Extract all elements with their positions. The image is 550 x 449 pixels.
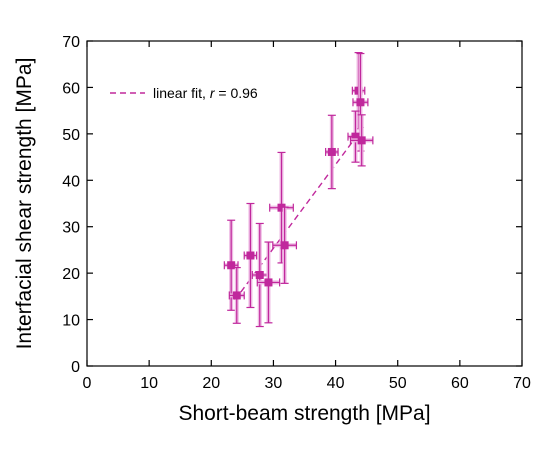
data-marker	[227, 261, 236, 270]
points-layer	[223, 52, 374, 328]
x-tick-label: 40	[327, 375, 345, 392]
data-point	[251, 222, 268, 328]
legend-fit-suffix: = 0.96	[214, 85, 257, 101]
y-axis-label: Interfacial shear strength [MPa]	[13, 58, 36, 350]
legend-fit-prefix: linear fit,	[153, 85, 210, 101]
y-tick-label: 50	[62, 127, 80, 144]
data-marker	[351, 132, 360, 141]
legend-fit-label: linear fit, r = 0.96	[153, 85, 258, 101]
ticks-layer: 0 10 20 30 40 50 60 70 0 10 20 30 40 50 60 70	[62, 34, 531, 392]
y-tick-label: 70	[62, 34, 80, 51]
legend: linear fit, r = 0.96	[110, 85, 258, 101]
y-tick-label: 60	[62, 80, 80, 97]
x-tick-label: 50	[389, 375, 407, 392]
plot-frame	[86, 40, 523, 367]
x-tick-label: 70	[513, 375, 531, 392]
y-tick-label: 0	[71, 359, 80, 376]
x-tick-label: 30	[265, 375, 283, 392]
data-point	[272, 206, 298, 284]
data-marker	[246, 251, 255, 260]
data-point	[256, 241, 281, 324]
x-axis-label: Short-beam strength [MPa]	[178, 402, 430, 425]
data-marker	[264, 278, 273, 287]
y-tick-label: 30	[62, 220, 80, 237]
data-point	[228, 266, 245, 324]
legend-fit-var: r	[210, 85, 216, 101]
data-point	[325, 114, 339, 190]
data-point	[349, 114, 374, 167]
y-tick-label: 20	[62, 266, 80, 283]
x-tick-label: 0	[83, 375, 92, 392]
data-marker	[356, 98, 365, 107]
data-marker	[280, 241, 289, 250]
data-marker	[357, 136, 366, 145]
data-marker	[232, 291, 241, 300]
data-marker	[327, 147, 336, 156]
x-tick-label: 20	[202, 375, 220, 392]
y-tick-label: 10	[62, 313, 80, 330]
data-point	[243, 202, 258, 309]
x-tick-label: 60	[451, 375, 469, 392]
x-tick-label: 10	[140, 375, 158, 392]
data-marker	[255, 271, 264, 279]
y-tick-label: 40	[62, 173, 80, 190]
